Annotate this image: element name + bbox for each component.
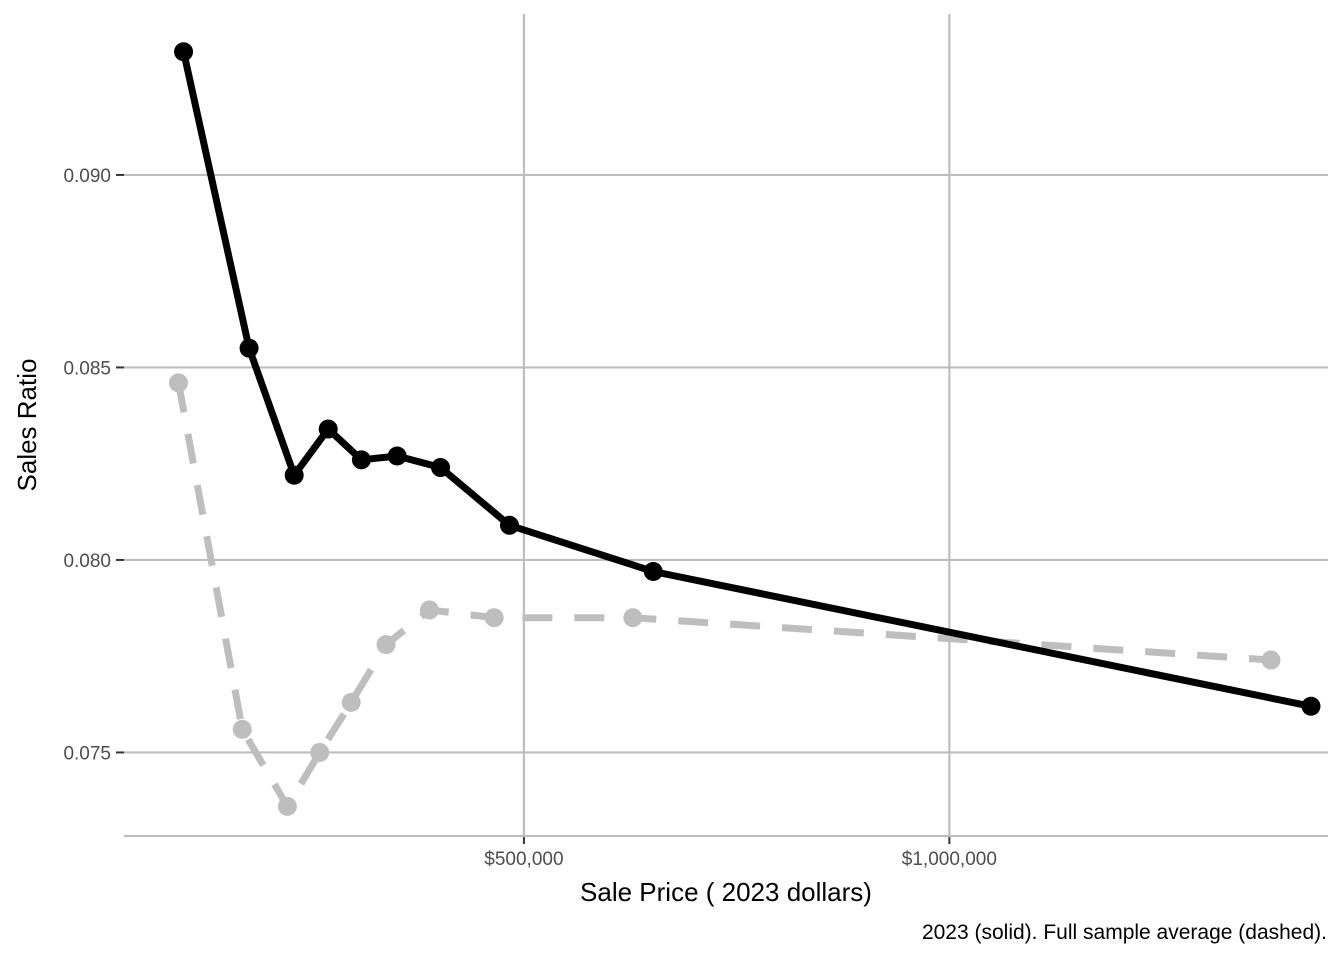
y-tick-label: 0.085 xyxy=(63,358,111,379)
data-point xyxy=(419,600,439,620)
data-point xyxy=(232,719,252,739)
chart-caption: 2023 (solid). Full sample average (dashe… xyxy=(922,921,1327,944)
data-point xyxy=(351,450,371,470)
series-line xyxy=(175,382,1272,810)
data-point xyxy=(1261,650,1281,670)
y-axis: 0.075 0.080 0.085 0.090 xyxy=(63,166,124,764)
data-point xyxy=(1301,696,1321,716)
x-tick-label: $500,000 xyxy=(484,849,563,870)
y-axis-title: Sales Ratio xyxy=(12,359,42,492)
data-point xyxy=(341,692,361,712)
data-point xyxy=(174,42,194,62)
data-point xyxy=(284,465,304,485)
grid-lines xyxy=(124,14,1328,836)
data-point xyxy=(387,446,407,466)
data-point xyxy=(643,561,663,581)
data-point xyxy=(239,338,259,358)
series-layer xyxy=(168,42,1321,816)
series-line xyxy=(180,50,1312,710)
data-point xyxy=(623,608,643,628)
series-dashed xyxy=(168,373,1281,816)
data-point xyxy=(318,419,338,439)
data-point xyxy=(277,796,297,816)
y-tick-label: 0.075 xyxy=(63,743,111,764)
data-point xyxy=(376,635,396,655)
data-point xyxy=(168,373,188,393)
x-tick-label: $1,000,000 xyxy=(902,849,997,870)
y-tick-label: 0.090 xyxy=(63,166,111,187)
x-axis: $500,000 $1,000,000 xyxy=(124,834,1328,870)
data-point xyxy=(310,742,330,762)
data-point xyxy=(484,608,504,628)
y-tick-label: 0.080 xyxy=(63,551,111,572)
series-solid xyxy=(174,42,1321,716)
x-axis-title: Sale Price ( 2023 dollars) xyxy=(580,877,872,907)
data-point xyxy=(431,458,451,478)
data-point xyxy=(499,515,519,535)
